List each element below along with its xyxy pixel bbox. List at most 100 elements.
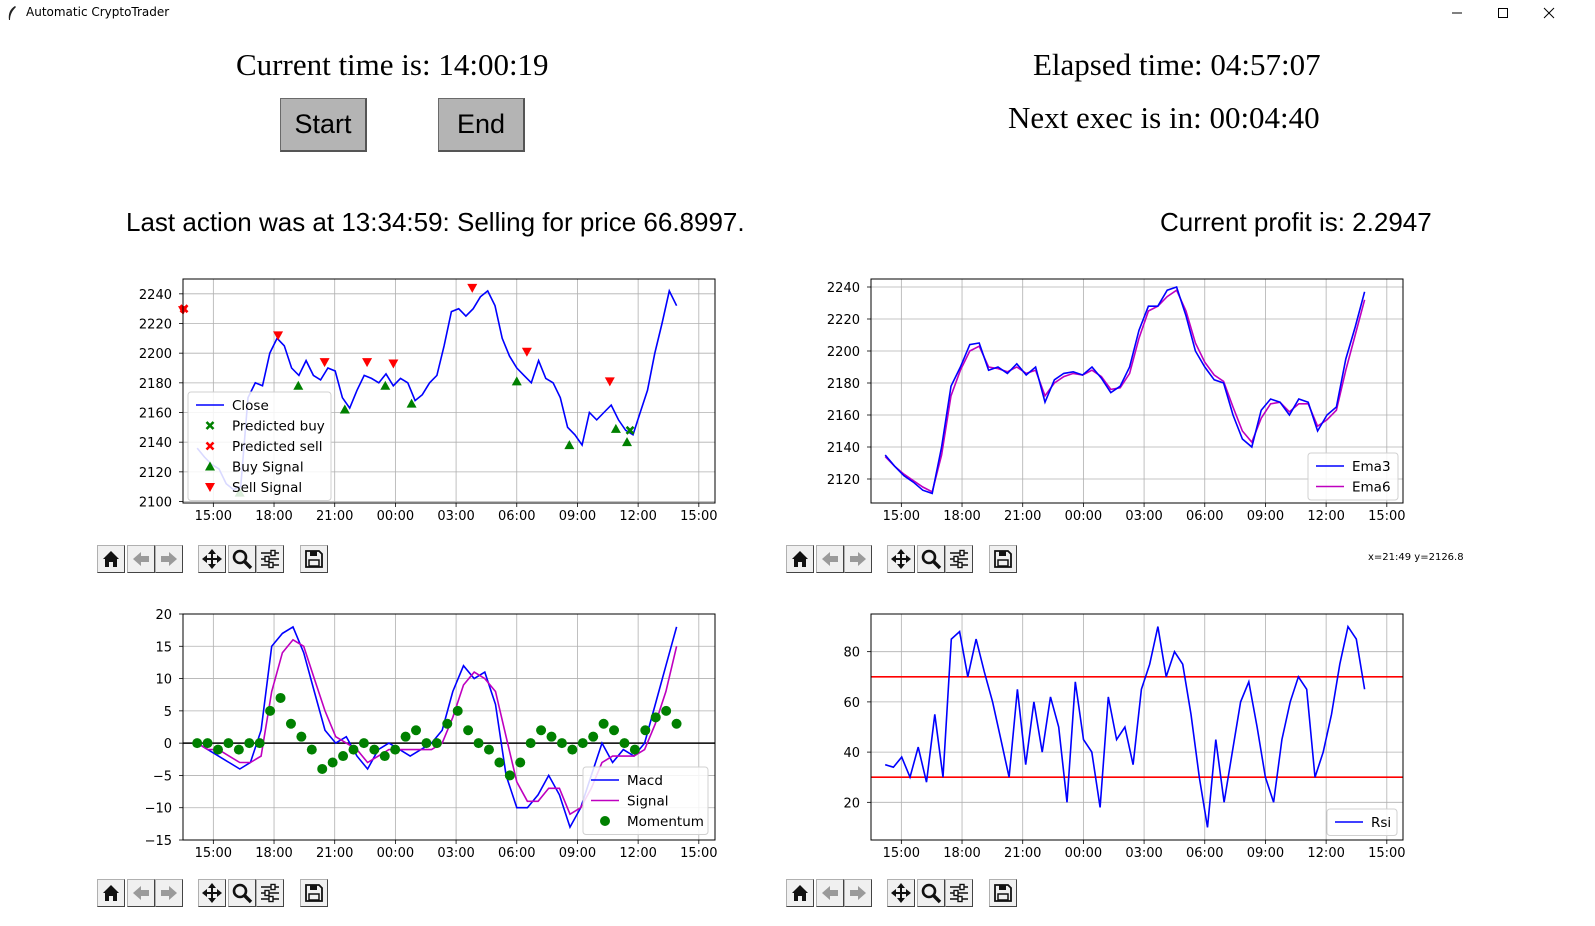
buy-signal-marker [622, 437, 633, 447]
price-chart[interactable]: 15:00 18:00 21:00 00:00 03:00 06:00 09:00 12:00… [110, 270, 750, 530]
pan-button[interactable] [887, 545, 915, 573]
y-tick-label: 2160 [139, 407, 172, 422]
x-tick-label: 21:00 [1004, 846, 1041, 861]
x-tick-label: 00:00 [377, 509, 414, 524]
home-button[interactable] [97, 545, 125, 573]
zoom-button[interactable] [917, 879, 945, 907]
forward-arrow-button[interactable] [155, 879, 183, 907]
maximize-button[interactable] [1480, 0, 1526, 26]
rsi-chart[interactable]: 15:00 18:00 21:00 00:00 03:00 06:00 09:00 12:00… [798, 604, 1438, 866]
momentum-point [390, 744, 401, 755]
predicted-marker [625, 425, 635, 435]
forward-arrow-button[interactable] [844, 879, 872, 907]
back-arrow-button[interactable] [816, 879, 844, 907]
home-icon [792, 885, 808, 901]
forward-arrow-icon [161, 552, 177, 566]
configure-subplots-button[interactable] [256, 545, 284, 573]
buy-signal-marker [610, 423, 621, 433]
y-tick-label: 2240 [827, 281, 860, 296]
x-tick-label: 15:00 [195, 509, 232, 524]
macd-chart[interactable]: 15:00 18:00 21:00 00:00 03:00 06:00 09:00 12:00… [110, 604, 750, 866]
x-tick-label: 06:00 [1186, 846, 1223, 861]
y-tick-label: 2140 [827, 441, 860, 456]
sell-signal-marker [205, 483, 215, 492]
y-tick-label: 10 [155, 673, 172, 688]
home-button[interactable] [97, 879, 125, 907]
zoom-button[interactable] [917, 545, 945, 573]
sell-signal-marker [319, 358, 330, 368]
ema-chart[interactable]: 15:00 18:00 21:00 00:00 03:00 06:00 09:00 12:00… [798, 270, 1438, 530]
save-button[interactable] [989, 545, 1017, 573]
pan-button[interactable] [198, 545, 226, 573]
current-time-label: Current time is: 14:00:19 [236, 47, 549, 82]
next-exec-label: Next exec is in: 00:04:40 [1008, 100, 1320, 135]
back-arrow-icon [133, 552, 149, 566]
momentum-point [463, 725, 474, 736]
axes-frame [870, 613, 1404, 841]
back-arrow-button[interactable] [127, 545, 155, 573]
app-feather-icon [8, 6, 16, 20]
x-tick-label: 00:00 [1065, 846, 1102, 861]
zoom-button[interactable] [228, 545, 256, 573]
pan-button[interactable] [887, 879, 915, 907]
buy-signal-marker [564, 440, 575, 450]
axes-frame [870, 278, 1404, 504]
forward-arrow-button[interactable] [844, 545, 872, 573]
save-button[interactable] [300, 879, 328, 907]
close-button[interactable] [1526, 0, 1572, 26]
sell-signal-marker [521, 347, 532, 357]
save-button[interactable] [989, 879, 1017, 907]
x-tick-label: 15:00 [1368, 846, 1405, 861]
legend-label: Close [232, 398, 269, 414]
home-button[interactable] [786, 545, 814, 573]
home-button[interactable] [786, 879, 814, 907]
x-tick-label: 18:00 [255, 509, 292, 524]
forward-arrow-button[interactable] [155, 545, 183, 573]
x-tick-label: 21:00 [1004, 509, 1041, 524]
momentum-point [650, 712, 661, 723]
momentum-point [285, 718, 296, 729]
configure-subplots-icon [261, 883, 279, 903]
pan-button[interactable] [198, 879, 226, 907]
buy-signal-marker [380, 380, 391, 390]
momentum-point [338, 751, 349, 762]
zoom-button[interactable] [228, 879, 256, 907]
back-arrow-button[interactable] [816, 545, 844, 573]
legend: Close Predicted buy Predicted sell Buy Sign… [187, 391, 332, 501]
configure-subplots-button[interactable] [945, 879, 973, 907]
momentum-point [629, 744, 640, 755]
x-tick-label: 15:00 [680, 846, 717, 861]
y-tick-label: 2160 [827, 409, 860, 424]
momentum-point [275, 692, 286, 703]
x-tick-label: 09:00 [559, 846, 596, 861]
start-button[interactable]: Start [280, 98, 367, 152]
momentum-point [431, 738, 442, 749]
momentum-point [619, 738, 630, 749]
legend-label: Rsi [1371, 815, 1391, 831]
x-tick-label: 12:00 [619, 846, 656, 861]
sell-signal-marker [467, 283, 478, 293]
x-tick-label: 18:00 [255, 846, 292, 861]
save-icon [305, 884, 323, 902]
momentum-point [421, 738, 432, 749]
end-button[interactable]: End [438, 98, 525, 152]
configure-subplots-button[interactable] [256, 879, 284, 907]
predicted-marker [205, 441, 215, 451]
momentum-point [515, 757, 526, 768]
save-button[interactable] [300, 545, 328, 573]
momentum-point [327, 757, 338, 768]
y-tick-label: 15 [155, 640, 172, 655]
sell-signal-marker [362, 358, 373, 368]
momentum-point [369, 744, 380, 755]
forward-arrow-icon [850, 552, 866, 566]
x-tick-label: 03:00 [437, 509, 474, 524]
back-arrow-button[interactable] [127, 879, 155, 907]
configure-subplots-icon [950, 549, 968, 569]
x-tick-label: 15:00 [883, 846, 920, 861]
minimize-button[interactable] [1434, 0, 1480, 26]
window-title: Automatic CryptoTrader [26, 5, 170, 19]
save-icon [305, 550, 323, 568]
momentum-point [296, 731, 307, 742]
configure-subplots-button[interactable] [945, 545, 973, 573]
x-tick-label: 00:00 [377, 846, 414, 861]
